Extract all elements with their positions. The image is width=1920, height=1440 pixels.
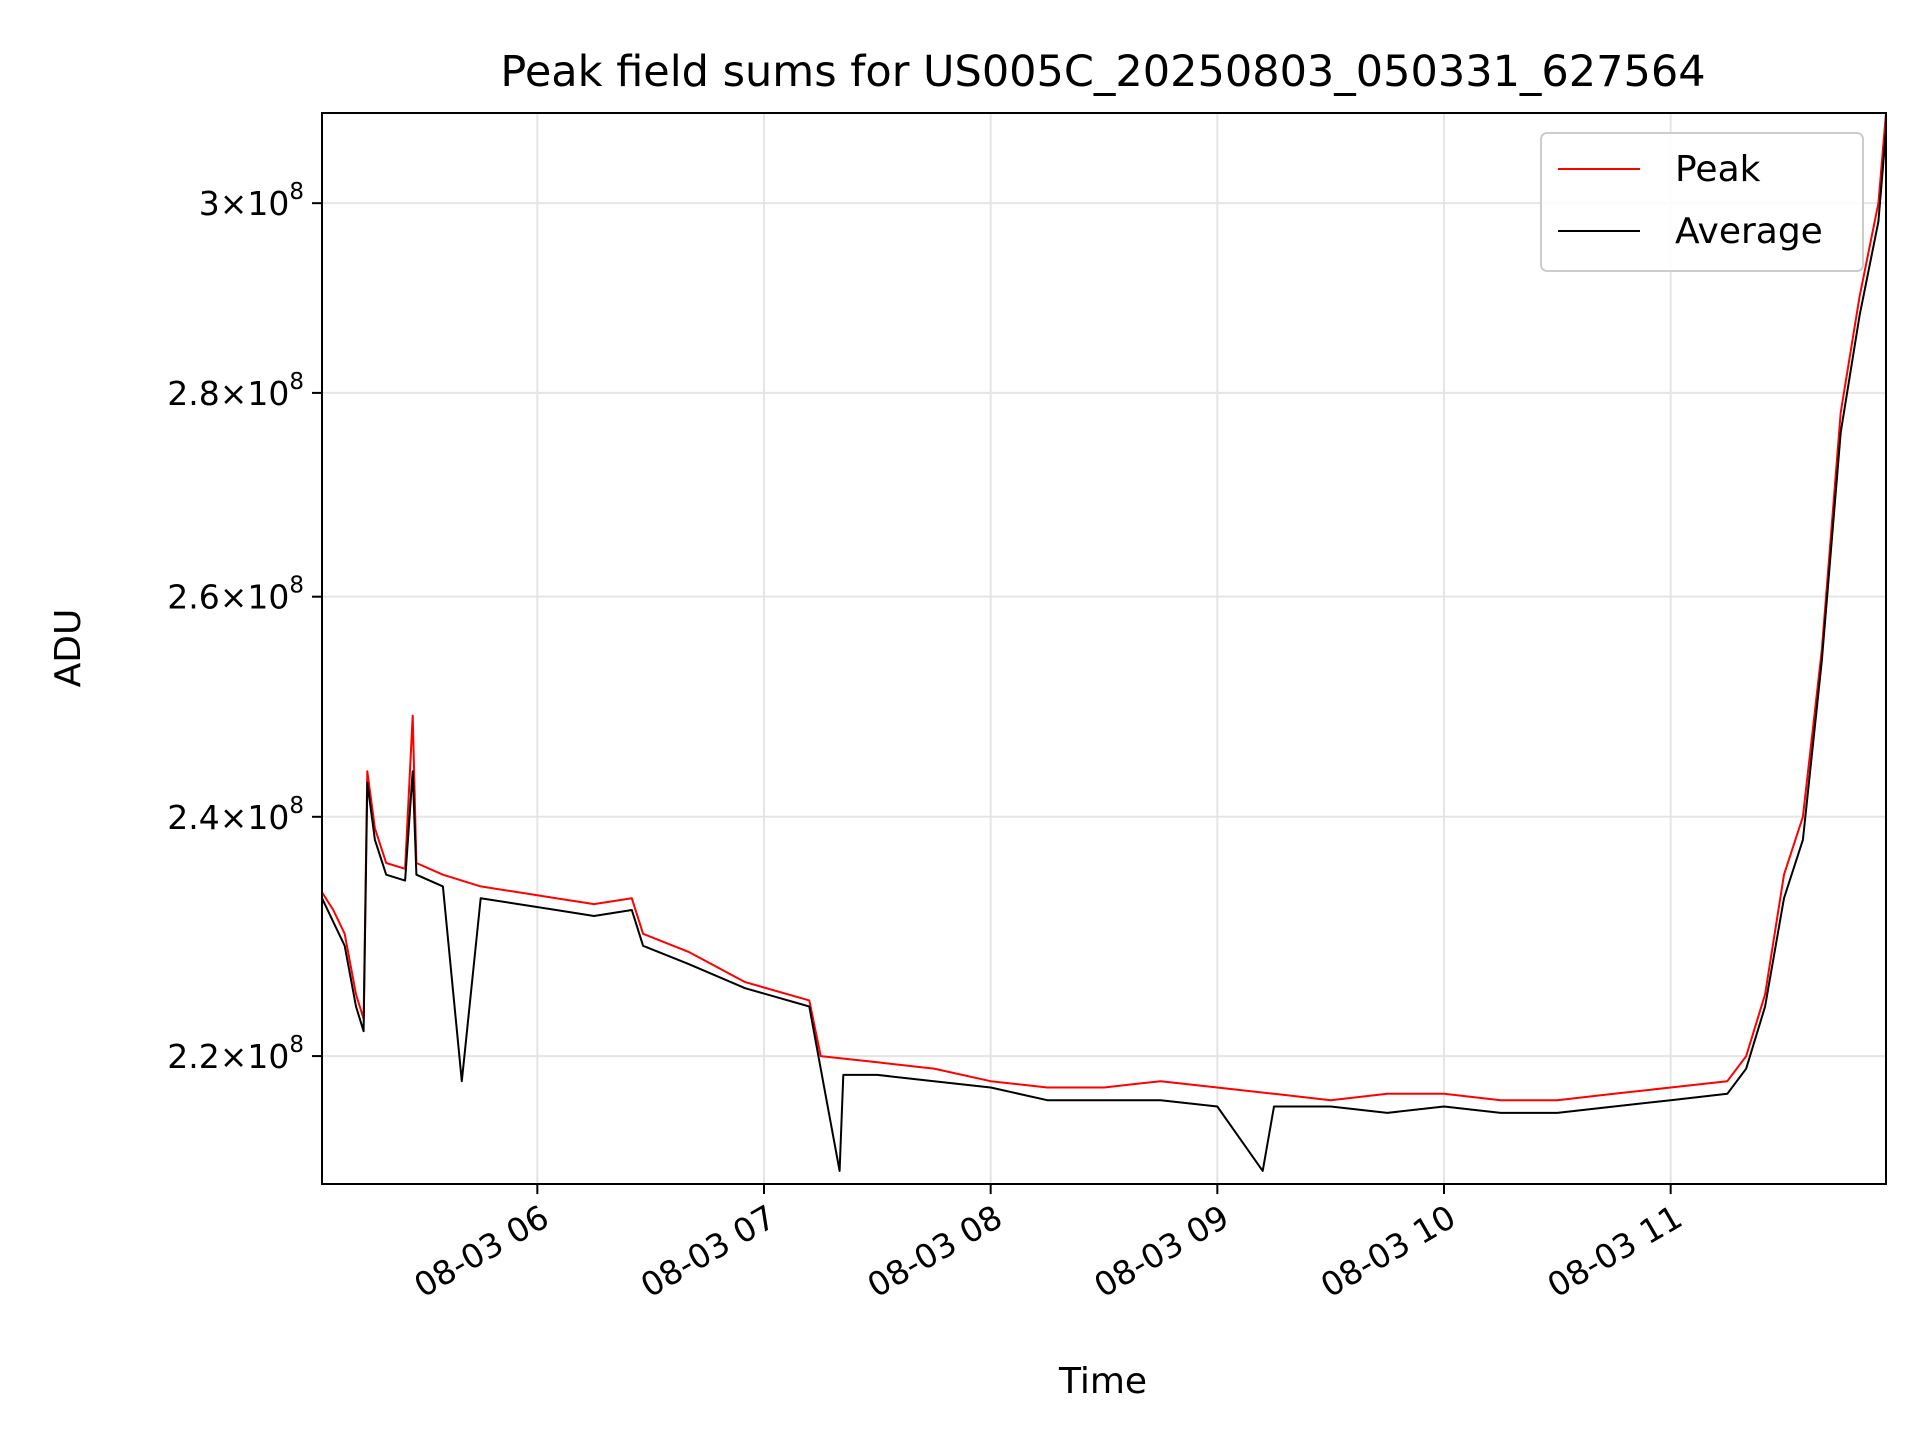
y-tick-label: 2.2×108	[167, 1032, 304, 1076]
y-axis-title: ADU	[48, 609, 89, 688]
legend: Peak Average	[1540, 132, 1864, 272]
chart-title: Peak field sums for US005C_20250803_0503…	[500, 47, 1705, 97]
y-axis: 2.2×108 2.4×108 2.6×108 2.8×108 3×108	[167, 179, 322, 1076]
legend-label-peak: Peak	[1675, 149, 1761, 190]
series-line-average	[322, 130, 1886, 1172]
y-tick-label: 2.6×108	[167, 573, 304, 617]
plot-frame	[321, 112, 1887, 1185]
series-group	[322, 113, 1886, 1172]
x-axis-title: Time	[1058, 1361, 1147, 1402]
y-tick-label: 3×108	[199, 179, 304, 223]
legend-box	[1540, 132, 1864, 272]
series-line-peak	[322, 113, 1886, 1102]
legend-label-average: Average	[1675, 211, 1823, 252]
y-tick-label: 2.4×108	[167, 793, 304, 837]
y-tick-label: 2.8×108	[167, 369, 304, 413]
